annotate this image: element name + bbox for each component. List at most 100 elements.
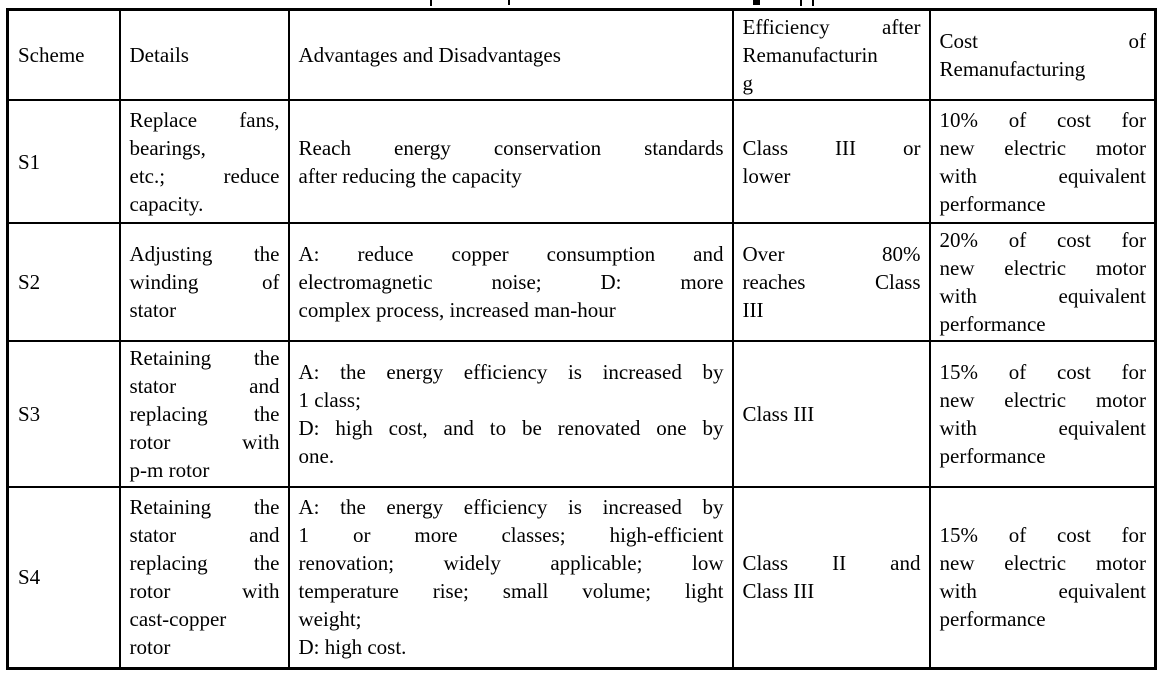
cell-line: new electric motor [939, 135, 1147, 160]
cell-line: D: high cost, and to be renovated one by [298, 416, 724, 440]
cropped-caption-remnant [508, 0, 510, 5]
cell-line: electromagnetic noise; D: more [298, 270, 724, 294]
cell-line: Scheme [18, 43, 85, 67]
cell-line: with equivalent [939, 579, 1147, 604]
cell-line: reaches Class [742, 270, 921, 294]
cell-line: S4 [18, 565, 41, 590]
cell-line: S3 [18, 402, 41, 426]
cell-line: 1 class; [298, 388, 361, 412]
cell-line: Replace fans, [129, 107, 280, 132]
table-row-s3: S3 Retaining the stator and replacing the r… [6, 340, 1157, 488]
cell-s1-cost: 10% of cost for new electric motor with eq… [928, 99, 1157, 224]
table-row-s4: S4 Retaining the stator and replacing the r… [6, 486, 1157, 669]
cell-line: 1 or more classes; high-efficient [298, 523, 724, 548]
header-cell-efficiency: Efficiency after Remanufacturin g [731, 8, 931, 101]
cell-line: p-m rotor [129, 458, 210, 482]
cell-line: Remanufacturin [742, 43, 878, 67]
cell-line: cast-copper [129, 607, 227, 632]
cell-s4-scheme: S4 [6, 486, 121, 669]
cropped-caption-remnant [812, 0, 814, 6]
cell-line: replacing the [129, 551, 280, 576]
cell-line: with equivalent [939, 284, 1147, 308]
cell-line: rotor with [129, 430, 280, 454]
cell-line: g [742, 71, 754, 95]
header-cell-advantages: Advantages and Disadvantages [287, 8, 734, 101]
cell-line: with equivalent [939, 416, 1147, 440]
cell-s2-advantages: A: reduce copper consumption and electrom… [287, 222, 734, 342]
header-cell-details: Details [118, 8, 290, 101]
cell-s2-details: Adjusting the winding of stator [118, 222, 290, 342]
table-row-s1: S1 Replace fans, bearings, etc.; reduce cap… [6, 99, 1157, 224]
cell-line: new electric motor [939, 388, 1147, 412]
cell-line: temperature rise; small volume; light [298, 579, 724, 604]
cell-s2-scheme: S2 [6, 222, 121, 342]
cell-s1-efficiency: Class III or lower [731, 99, 931, 224]
cell-s3-efficiency: Class III [731, 340, 931, 488]
cell-line: after reducing the capacity [298, 163, 522, 188]
cell-s1-advantages: Reach energy conservation standards after… [287, 99, 734, 224]
cell-line: new electric motor [939, 551, 1147, 576]
cell-line: winding of [129, 270, 280, 294]
table-header-row: Scheme Details Advantages and Disadvanta… [6, 8, 1157, 101]
cell-s3-advantages: A: the energy efficiency is increased by… [287, 340, 734, 488]
cell-line: Over 80% [742, 242, 921, 266]
remanufacturing-schemes-table: Scheme Details Advantages and Disadvanta… [6, 8, 1157, 670]
cell-line: stator and [129, 523, 280, 548]
cell-line: Details [129, 43, 189, 67]
cropped-caption-remnant [430, 0, 432, 6]
cell-line: with equivalent [939, 163, 1147, 188]
cell-s1-details: Replace fans, bearings, etc.; reduce capaci… [118, 99, 290, 224]
cell-s3-cost: 15% of cost for new electric motor with eq… [928, 340, 1157, 488]
cell-line: performance [939, 312, 1046, 336]
cell-s2-cost: 20% of cost for new electric motor with eq… [928, 222, 1157, 342]
cell-line: 20% of cost for [939, 228, 1147, 252]
cell-line: Cost of [939, 29, 1147, 53]
cell-line: Adjusting the [129, 242, 280, 266]
cell-line: renovation; widely applicable; low [298, 551, 724, 576]
cell-line: 10% of cost for [939, 107, 1147, 132]
cell-line: III [742, 298, 764, 322]
cell-line: Retaining the [129, 495, 280, 520]
cell-s4-cost: 15% of cost for new electric motor with eq… [928, 486, 1157, 669]
header-cell-scheme: Scheme [6, 8, 121, 101]
cell-line: stator [129, 298, 177, 322]
cell-s1-scheme: S1 [6, 99, 121, 224]
cell-line: bearings, [129, 135, 206, 160]
cell-s4-advantages: A: the energy efficiency is increased by… [287, 486, 734, 669]
cell-line: S1 [18, 149, 41, 174]
cell-line: Class III [742, 579, 815, 604]
cell-line: one. [298, 444, 335, 468]
cell-line: performance [939, 191, 1046, 216]
cell-s4-efficiency: Class II and Class III [731, 486, 931, 669]
cropped-caption-remnant [753, 0, 760, 5]
cell-line: rotor with [129, 579, 280, 604]
cell-s3-scheme: S3 [6, 340, 121, 488]
cell-line: S2 [18, 270, 41, 294]
cell-line: Class III [742, 402, 815, 426]
cell-line: performance [939, 444, 1046, 468]
cell-line: Retaining the [129, 346, 280, 370]
cell-line: performance [939, 607, 1046, 632]
cell-line: complex process, increased man-hour [298, 298, 616, 322]
cell-line: A: the energy efficiency is increased by [298, 360, 724, 384]
cell-line: Class III or [742, 135, 921, 160]
cell-line: Advantages and Disadvantages [298, 43, 561, 67]
cell-s2-efficiency: Over 80% reaches Class III [731, 222, 931, 342]
cell-line: lower [742, 163, 791, 188]
cell-line: A: reduce copper consumption and [298, 242, 724, 266]
cell-s4-details: Retaining the stator and replacing the roto… [118, 486, 290, 669]
header-cell-cost: Cost of Remanufacturing [928, 8, 1157, 101]
cropped-caption-remnant [800, 0, 802, 6]
cell-line: capacity. [129, 191, 204, 216]
cell-line: stator and [129, 374, 280, 398]
cell-s3-details: Retaining the stator and replacing the roto… [118, 340, 290, 488]
cell-line: etc.; reduce [129, 163, 280, 188]
cell-line: Efficiency after [742, 15, 921, 39]
cell-line: weight; [298, 607, 362, 632]
cell-line: rotor [129, 635, 171, 660]
cell-line: 15% of cost for [939, 360, 1147, 384]
cell-line: new electric motor [939, 256, 1147, 280]
cell-line: replacing the [129, 402, 280, 426]
cell-line: Class II and [742, 551, 921, 576]
table-row-s2: S2 Adjusting the winding of stator A: redu… [6, 222, 1157, 342]
